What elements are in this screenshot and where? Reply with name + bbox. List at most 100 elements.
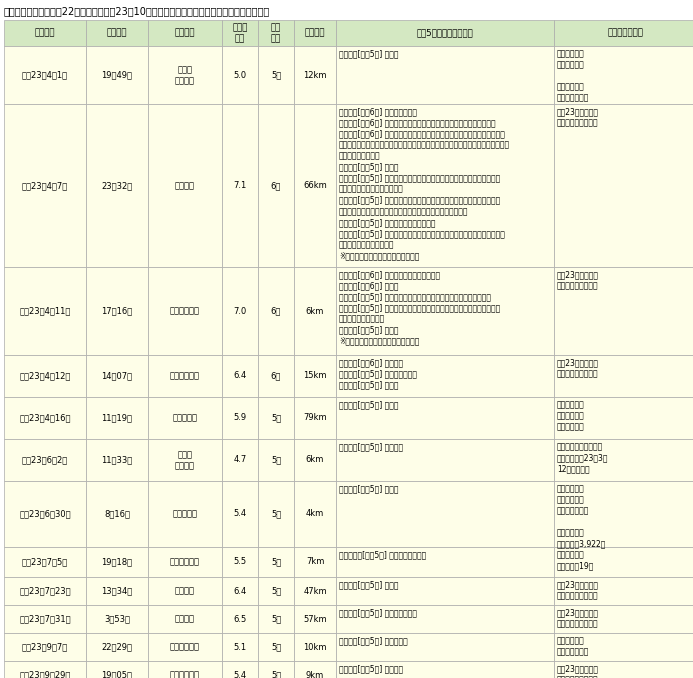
Bar (258, 104, 294, 267)
Text: 23時32分: 23時32分 (101, 181, 132, 190)
Text: 福島県浜通り: 福島県浜通り (170, 306, 200, 315)
Bar (4, 633, 86, 661)
Bar (294, 547, 336, 577)
Text: 福島県沖: 福島県沖 (175, 614, 195, 624)
Text: 14時07分: 14時07分 (101, 372, 132, 380)
Bar (86, 577, 148, 605)
Bar (86, 633, 148, 661)
Bar (336, 481, 554, 547)
Text: 秋田県
内陸北部: 秋田県 内陸北部 (175, 65, 195, 85)
Bar (4, 605, 86, 633)
Bar (4, 547, 86, 577)
Text: 5強: 5強 (271, 643, 281, 652)
Bar (258, 661, 294, 678)
Text: 11時33分: 11時33分 (101, 456, 132, 464)
Text: 9km: 9km (306, 671, 324, 678)
Bar (222, 439, 258, 481)
Bar (554, 267, 693, 355)
Text: 79km: 79km (304, 414, 327, 422)
Text: 6.4: 6.4 (234, 372, 247, 380)
Text: 福島県：[震度5強] いわき市: 福島県：[震度5強] いわき市 (339, 664, 403, 673)
Text: 6弱: 6弱 (271, 372, 281, 380)
Text: 和歌山県：[震度5強] 日高川町、広川町: 和歌山県：[震度5強] 日高川町、広川町 (339, 550, 426, 559)
Bar (4, 20, 86, 46)
Bar (4, 481, 86, 547)
Text: 長野県中部: 長野県中部 (173, 509, 198, 519)
Text: 平成23年9月29日: 平成23年9月29日 (19, 671, 71, 678)
Bar (554, 104, 693, 267)
Text: 5強: 5強 (271, 456, 281, 464)
Text: 平成23年4月1日: 平成23年4月1日 (22, 71, 68, 79)
Text: 5.0: 5.0 (234, 71, 247, 79)
Text: 平成23年9月7日: 平成23年9月7日 (22, 643, 68, 652)
Text: 57km: 57km (304, 614, 327, 624)
Text: 平成23年東北地方
太平洋沖地震の余震: 平成23年東北地方 太平洋沖地震の余震 (557, 358, 599, 378)
Bar (294, 397, 336, 439)
Bar (4, 267, 86, 355)
Text: 長野県：[震度5強] 松本市: 長野県：[震度5強] 松本市 (339, 484, 398, 493)
Bar (222, 46, 258, 104)
Text: 5.4: 5.4 (234, 671, 247, 678)
Bar (148, 661, 222, 678)
Bar (222, 355, 258, 397)
Bar (148, 439, 222, 481)
Bar (294, 577, 336, 605)
Bar (148, 577, 222, 605)
Bar (4, 397, 86, 439)
Bar (86, 104, 148, 267)
Text: 5強: 5強 (271, 671, 281, 678)
Text: 22時29分: 22時29分 (101, 643, 132, 652)
Text: 7km: 7km (306, 557, 324, 567)
Text: 5.9: 5.9 (234, 414, 247, 422)
Bar (86, 267, 148, 355)
Text: 19時49分: 19時49分 (101, 71, 132, 79)
Text: 6弱: 6弱 (271, 306, 281, 315)
Text: 震源深さ: 震源深さ (305, 28, 325, 37)
Text: 5強: 5強 (271, 509, 281, 519)
Bar (258, 547, 294, 577)
Text: 17時16分: 17時16分 (101, 306, 132, 315)
Bar (554, 397, 693, 439)
Text: 第１－６－２表　平成22年１月から平成23年10月までの国内の主な地震災害（震度５強以上）: 第１－６－２表 平成22年１月から平成23年10月までの国内の主な地震災害（震度… (4, 6, 270, 16)
Text: 5.4: 5.4 (234, 509, 247, 519)
Bar (148, 481, 222, 547)
Bar (222, 397, 258, 439)
Bar (336, 397, 554, 439)
Text: 平成23年4月11日: 平成23年4月11日 (19, 306, 71, 315)
Text: 地震の
規模: 地震の 規模 (232, 23, 247, 43)
Bar (148, 20, 222, 46)
Bar (336, 633, 554, 661)
Text: 平成23年4月12日: 平成23年4月12日 (19, 372, 71, 380)
Bar (294, 481, 336, 547)
Text: 平成23年東北地方
太平洋沖地震の余震: 平成23年東北地方 太平洋沖地震の余震 (557, 664, 599, 678)
Bar (148, 104, 222, 267)
Text: 66km: 66km (303, 181, 327, 190)
Text: 6km: 6km (306, 456, 324, 464)
Text: 平成23年7月31日: 平成23年7月31日 (19, 614, 71, 624)
Bar (554, 605, 693, 633)
Bar (336, 104, 554, 267)
Bar (148, 605, 222, 633)
Text: 5強: 5強 (271, 557, 281, 567)
Bar (258, 439, 294, 481)
Text: 6km: 6km (306, 306, 324, 315)
Bar (222, 577, 258, 605)
Bar (294, 267, 336, 355)
Text: 震度5強以上の市町村名: 震度5強以上の市町村名 (416, 28, 473, 37)
Bar (148, 355, 222, 397)
Text: 19時18分: 19時18分 (101, 557, 132, 567)
Bar (86, 46, 148, 104)
Text: 平成23年6月2日: 平成23年6月2日 (22, 456, 68, 464)
Bar (336, 661, 554, 678)
Bar (554, 577, 693, 605)
Text: 5強: 5強 (271, 614, 281, 624)
Bar (258, 46, 294, 104)
Bar (336, 355, 554, 397)
Bar (86, 547, 148, 577)
Bar (336, 547, 554, 577)
Text: 平成23年4月7日: 平成23年4月7日 (22, 181, 68, 190)
Text: 5.1: 5.1 (234, 643, 247, 652)
Text: 10km: 10km (304, 643, 327, 652)
Text: 4km: 4km (306, 509, 324, 519)
Bar (294, 46, 336, 104)
